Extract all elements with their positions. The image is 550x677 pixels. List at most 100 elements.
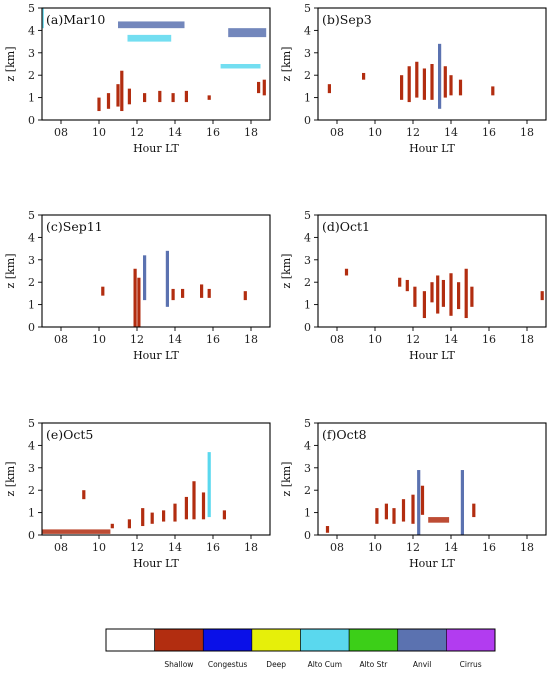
x-axis-label: Hour LT: [409, 142, 455, 155]
x-tick-label: 14: [444, 541, 458, 554]
y-tick-label: 2: [304, 484, 311, 497]
x-tick-label: 12: [130, 126, 144, 139]
x-tick-label: 16: [206, 333, 220, 346]
legend-label: Alto Str: [359, 660, 388, 669]
y-tick-label: 1: [304, 507, 311, 520]
y-tick-label: 5: [304, 209, 311, 222]
panel-label: (f)Oct8: [322, 427, 367, 442]
data-segment: [184, 90, 188, 103]
data-segment: [257, 81, 261, 94]
plot-frame: [317, 422, 547, 536]
y-tick-label: 2: [28, 69, 35, 82]
y-tick-label: 5: [28, 417, 35, 430]
y-tick-label: 2: [304, 276, 311, 289]
x-tick-label: 08: [330, 126, 344, 139]
x-tick-label: 16: [206, 541, 220, 554]
x-tick-label: 08: [330, 333, 344, 346]
data-segment: [184, 496, 188, 520]
data-segment: [262, 79, 266, 96]
data-segment: [441, 279, 445, 307]
y-tick-label: 3: [28, 254, 35, 267]
x-tick-label: 18: [520, 541, 534, 554]
y-tick-label: 0: [304, 321, 311, 334]
x-tick-label: 14: [168, 541, 182, 554]
y-tick-label: 5: [28, 209, 35, 222]
y-tick-label: 4: [28, 24, 35, 37]
data-segment: [460, 470, 464, 535]
y-tick-label: 4: [304, 231, 311, 244]
legend-label: Cirrus: [460, 660, 482, 669]
y-tick-label: 3: [304, 47, 311, 60]
x-tick-label: 18: [244, 541, 258, 554]
data-segment: [449, 75, 453, 96]
data-segment: [436, 275, 440, 314]
data-band: [220, 64, 261, 69]
x-tick-label: 12: [406, 541, 420, 554]
data-segment: [464, 268, 468, 319]
data-segment: [401, 499, 406, 522]
x-tick-label: 16: [482, 333, 496, 346]
legend-swatch: [105, 628, 155, 652]
data-segment: [207, 452, 211, 518]
data-segment: [344, 268, 349, 276]
plot-frame: [41, 422, 271, 536]
data-segment: [171, 93, 175, 103]
x-tick-label: 16: [482, 541, 496, 554]
data-segment: [415, 61, 419, 98]
x-tick-label: 12: [406, 126, 420, 139]
data-segment: [400, 75, 404, 100]
data-segment: [430, 64, 434, 100]
x-tick-label: 18: [244, 333, 258, 346]
data-segment: [181, 288, 185, 298]
legend-label: Congestus: [208, 660, 248, 669]
data-band: [42, 529, 111, 534]
legend-label: Alto Cum: [308, 660, 342, 669]
data-segment: [171, 288, 175, 301]
x-axis-label: Hour LT: [409, 349, 455, 362]
panel-label: (a)Mar10: [46, 12, 105, 27]
y-tick-label: 2: [28, 276, 35, 289]
legend-swatch: [251, 628, 301, 652]
y-tick-label: 2: [28, 484, 35, 497]
y-tick-label: 0: [28, 321, 35, 334]
data-segment: [137, 277, 141, 327]
y-axis-label: z [km]: [4, 47, 17, 82]
data-segment: [165, 250, 169, 307]
data-band: [42, 8, 44, 29]
data-segment: [158, 90, 162, 103]
x-tick-label: 12: [130, 541, 144, 554]
x-tick-label: 14: [168, 333, 182, 346]
data-segment: [540, 291, 544, 301]
y-tick-label: 3: [28, 462, 35, 475]
y-tick-label: 5: [28, 2, 35, 15]
data-segment: [449, 273, 453, 316]
y-tick-label: 0: [304, 114, 311, 127]
data-segment: [405, 279, 409, 292]
x-tick-label: 08: [54, 541, 68, 554]
data-segment: [470, 286, 474, 307]
data-segment: [82, 490, 86, 500]
x-tick-label: 08: [54, 333, 68, 346]
x-tick-label: 10: [368, 541, 382, 554]
y-tick-label: 4: [304, 439, 311, 452]
panel-label: (d)Oct1: [322, 219, 370, 234]
data-segment: [127, 519, 131, 529]
x-tick-label: 16: [206, 126, 220, 139]
y-tick-label: 1: [304, 92, 311, 105]
panel-label: (c)Sep11: [46, 219, 103, 234]
legend-colorbar: Shallow Congestus Deep Alto Cum Alto Str Anvi…: [105, 628, 496, 669]
data-segment: [392, 508, 396, 524]
y-axis-label: z [km]: [4, 462, 17, 497]
data-segment: [422, 68, 426, 100]
y-tick-label: 1: [28, 92, 35, 105]
y-tick-label: 4: [28, 439, 35, 452]
y-tick-label: 4: [304, 24, 311, 37]
data-segment: [207, 288, 211, 298]
data-segment: [243, 291, 247, 301]
